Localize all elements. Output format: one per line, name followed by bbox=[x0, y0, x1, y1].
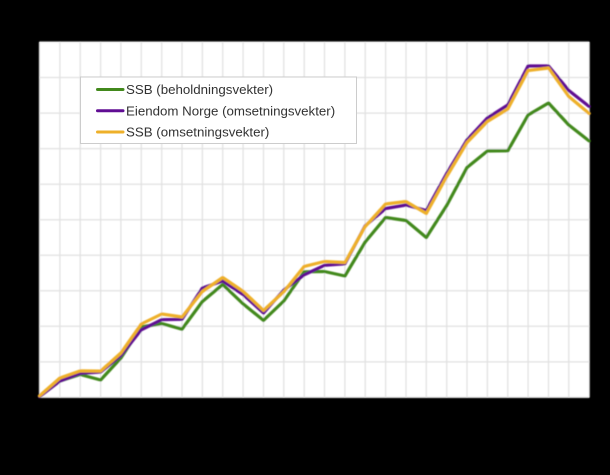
svg-text:Eiendom Norge (omsetningsvekte: Eiendom Norge (omsetningsvekter) bbox=[126, 103, 335, 118]
svg-text:SSB (beholdningsvekter): SSB (beholdningsvekter) bbox=[126, 82, 273, 97]
svg-text:SSB (omsetningsvekter): SSB (omsetningsvekter) bbox=[126, 125, 269, 140]
